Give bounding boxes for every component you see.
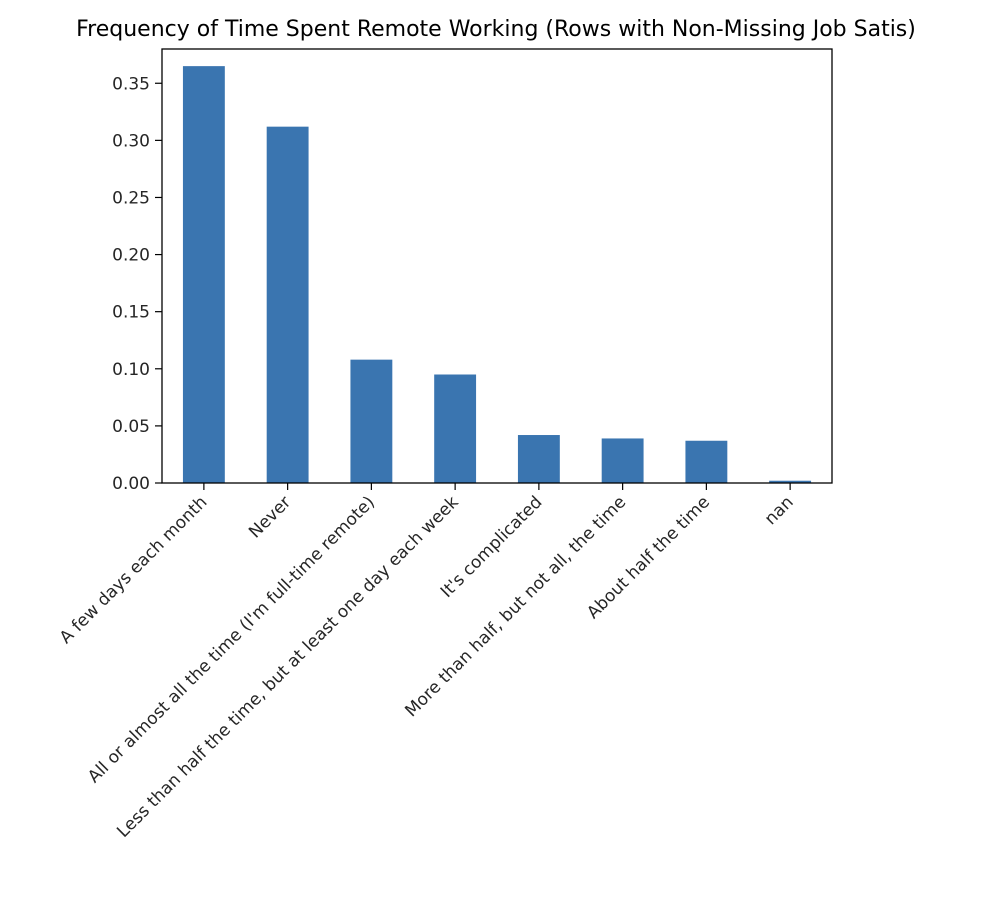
bar <box>601 438 644 483</box>
y-tick-label: 0.10 <box>112 360 150 380</box>
bar <box>685 440 728 483</box>
y-tick-label: 0.30 <box>112 131 150 151</box>
x-tick-label: Never <box>245 492 295 542</box>
bars-group <box>182 66 812 483</box>
bar <box>266 126 309 483</box>
y-tick-label: 0.05 <box>112 417 150 437</box>
x-tick-label: nan <box>761 492 798 529</box>
bar <box>182 66 225 483</box>
y-axis: 0.00 0.05 0.10 0.15 0.20 0.25 0.30 0.35 <box>112 74 162 494</box>
y-tick-label: 0.35 <box>112 74 150 94</box>
x-tick-label: All or almost all the time (I'm full-tim… <box>84 492 379 787</box>
bar <box>434 374 477 483</box>
plot-area-frame <box>161 48 833 484</box>
y-tick-label: 0.15 <box>112 303 150 323</box>
bar <box>350 359 393 483</box>
bar <box>769 480 812 483</box>
y-tick-label: 0.00 <box>112 474 150 494</box>
bar <box>517 435 560 483</box>
x-tick-label: A few days each month <box>56 492 211 647</box>
y-tick-label: 0.25 <box>112 188 150 208</box>
y-tick-label: 0.20 <box>112 246 150 266</box>
chart-title: Frequency of Time Spent Remote Working (… <box>76 17 916 42</box>
